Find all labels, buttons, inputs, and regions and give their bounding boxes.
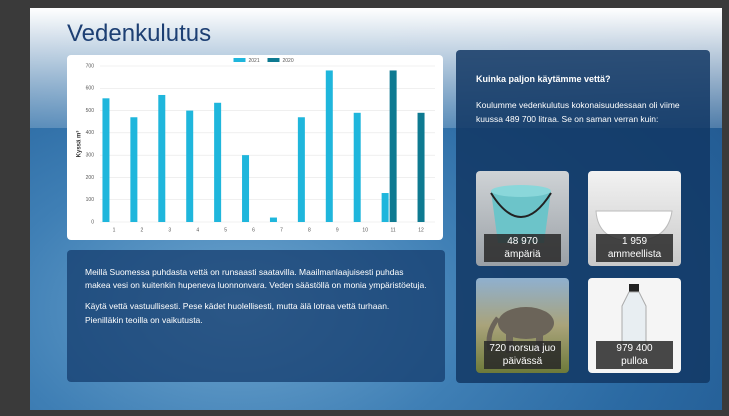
paragraph: Meillä Suomessa puhdasta vettä on runsaa… — [85, 266, 427, 292]
bar — [270, 218, 277, 222]
tile-line: ämpäriä — [484, 248, 561, 261]
x-tick-label: 12 — [418, 227, 424, 233]
bar — [186, 111, 193, 222]
bar — [130, 117, 137, 222]
x-tick-label: 11 — [391, 227, 396, 233]
tile-line: 1 959 — [596, 235, 673, 248]
tile-line: ammeellista — [596, 248, 673, 261]
legend-swatch — [268, 58, 280, 62]
tile-line: 979 400 — [596, 342, 673, 355]
x-tick-label: 2 — [140, 227, 143, 233]
y-tick-label: 200 — [86, 175, 95, 181]
bar — [102, 98, 109, 222]
x-tick-label: 8 — [308, 227, 311, 233]
panel-text: Koulumme vedenkulutus kokonaisuudessaan … — [476, 98, 701, 127]
screen: Vedenkulutus 0 100 200 300 400 500 600 700 Kyssä… — [30, 8, 722, 410]
legend-label: 2020 — [283, 58, 294, 64]
y-axis-label: Kyssä m³ — [76, 131, 83, 158]
bar — [326, 70, 333, 222]
page-title: Vedenkulutus — [67, 20, 211, 48]
x-tick-label: 1 — [113, 227, 116, 233]
x-tick-label: 10 — [362, 227, 368, 233]
panel-title: Kuinka paljon käytämme vettä? — [476, 74, 611, 84]
paragraph: Käytä vettä vastuullisesti. Pese kädet h… — [85, 300, 427, 326]
bar — [242, 155, 249, 222]
y-tick-label: 400 — [86, 130, 95, 136]
x-tick-label: 4 — [196, 227, 199, 233]
bar — [158, 95, 165, 222]
bar — [354, 113, 361, 222]
y-tick-label: 600 — [86, 86, 95, 92]
y-tick-label: 300 — [86, 152, 95, 158]
info-panel: Kuinka paljon käytämme vettä? Koulumme v… — [456, 50, 710, 383]
bar — [390, 70, 397, 222]
bar — [418, 113, 425, 222]
tile-line: päivässä — [484, 355, 561, 368]
bar — [214, 103, 221, 222]
legend-swatch — [234, 58, 246, 62]
tile-line: pulloa — [596, 355, 673, 368]
y-tick-label: 500 — [86, 108, 95, 114]
bar — [382, 193, 389, 222]
x-tick-label: 7 — [280, 227, 283, 233]
bar — [298, 117, 305, 222]
legend-label: 2021 — [249, 58, 260, 64]
page: Vedenkulutus 0 100 200 300 400 500 600 700 Kyssä… — [0, 0, 729, 416]
tile-line: 720 norsua juo — [484, 342, 561, 355]
x-tick-label: 6 — [252, 227, 255, 233]
x-tick-label: 5 — [224, 227, 227, 233]
x-tick-label: 3 — [168, 227, 171, 233]
y-tick-label: 0 — [91, 219, 94, 225]
x-tick-label: 9 — [336, 227, 339, 233]
y-tick-label: 700 — [86, 63, 95, 69]
y-tick-label: 100 — [86, 197, 95, 203]
text-box: Meillä Suomessa puhdasta vettä on runsaa… — [67, 250, 445, 382]
tile-line: 48 970 — [484, 235, 561, 248]
